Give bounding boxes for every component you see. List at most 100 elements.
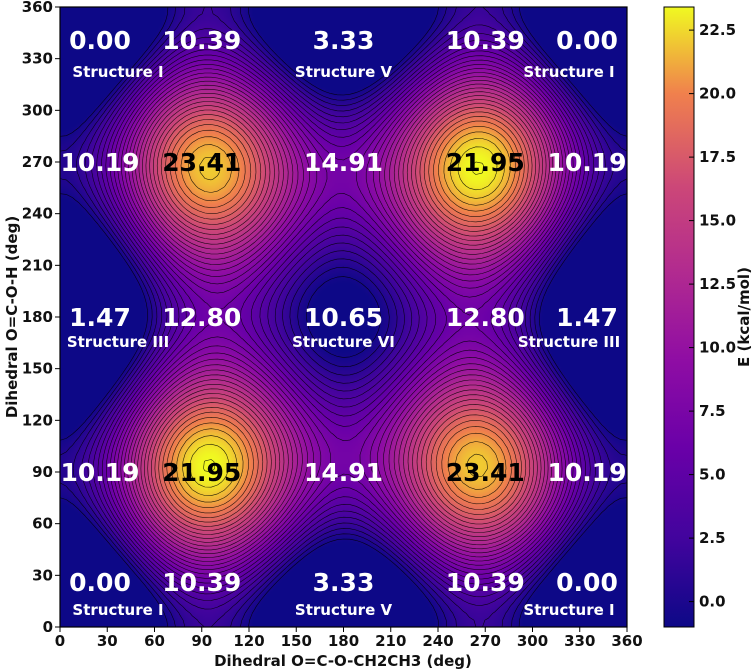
energy-value-label: 10.19 (547, 458, 626, 487)
structure-label: Structure III (67, 333, 169, 351)
colorbar-tick-label: 10.0 (699, 339, 736, 357)
y-tick-label: 90 (32, 463, 53, 481)
contour-line (60, 7, 627, 627)
x-tick-label: 180 (328, 632, 359, 650)
structure-label: Structure I (72, 63, 163, 81)
y-tick-label: 0 (43, 618, 53, 636)
x-tick-label: 90 (191, 632, 212, 650)
y-tick-label: 180 (22, 308, 53, 326)
energy-value-label: 0.00 (556, 568, 618, 597)
contour-line (162, 116, 525, 518)
y-tick-label: 360 (22, 0, 53, 16)
energy-value-label: 12.80 (162, 303, 241, 332)
y-axis-label: Dihedral O=C-O-H (deg) (3, 216, 21, 418)
colorbar-tick-label: 2.5 (699, 529, 726, 547)
x-axis-label: Dihedral O=C-O-CH2CH3 (deg) (214, 652, 472, 670)
colorbar (663, 6, 695, 628)
colorbar-label: E (kcal/mol) (735, 267, 753, 367)
x-tick-label: 30 (97, 632, 118, 650)
x-tick-label: 270 (470, 632, 501, 650)
x-tick-label: 120 (233, 632, 264, 650)
contour-line (154, 107, 533, 527)
energy-value-label: 21.95 (162, 458, 241, 487)
contour-line (130, 80, 557, 554)
contour-line (72, 7, 615, 627)
y-tick-label: 300 (22, 101, 53, 119)
colorbar-tick-label: 22.5 (699, 21, 736, 39)
point-labels: 0.00 10.39 3.33 10.39 0.00 10.19 23.41 14.91 21.… (60, 26, 626, 619)
x-tick-label: 60 (144, 632, 165, 650)
energy-value-label: 0.00 (69, 568, 131, 597)
colorbar-tick-label: 12.5 (699, 275, 736, 293)
colorbar-tick-label: 15.0 (699, 212, 736, 230)
structure-label: Structure V (295, 63, 393, 81)
contour-line (133, 83, 554, 551)
contour-line (87, 24, 600, 610)
contour-line (166, 120, 521, 514)
y-tick-label: 60 (32, 515, 53, 533)
energy-value-label: 10.19 (60, 148, 139, 177)
contour-line (81, 7, 606, 627)
x-tick-label: 210 (375, 632, 406, 650)
colorbar-tick-label: 0.0 (699, 593, 726, 611)
contour-line (140, 91, 547, 543)
y-tick-label: 240 (22, 205, 53, 223)
contour-line (97, 39, 590, 595)
y-tick-label: 270 (22, 153, 53, 171)
y-tick-label: 330 (22, 50, 53, 68)
energy-value-label: 1.47 (556, 303, 618, 332)
contour-line (176, 131, 511, 503)
energy-value-label: 3.33 (313, 26, 375, 55)
structure-label: Structure I (523, 601, 614, 619)
colorbar-tick-label: 17.5 (699, 148, 736, 166)
contour-line (60, 7, 627, 627)
energy-value-label: 10.39 (162, 568, 241, 597)
contour-line (106, 50, 581, 584)
colorbar-tick-label: 20.0 (699, 85, 736, 103)
energy-value-label: 10.39 (162, 26, 241, 55)
energy-value-label: 12.80 (446, 303, 525, 332)
energy-value-label: 10.39 (446, 26, 525, 55)
energy-value-label: 23.41 (162, 148, 241, 177)
energy-value-label: 10.65 (304, 303, 383, 332)
contour-line (182, 138, 505, 496)
y-axis: 0 30 60 90 120 150 180 210 240 270 300 330 360 (22, 0, 60, 636)
colorbar-tick-label: 5.0 (699, 466, 726, 484)
energy-value-label: 14.91 (304, 148, 383, 177)
energy-value-label: 10.19 (547, 148, 626, 177)
contour-line (189, 146, 498, 488)
energy-value-label: 3.33 (313, 568, 375, 597)
structure-label: Structure I (523, 63, 614, 81)
contour-line (158, 111, 529, 523)
x-tick-label: 240 (422, 632, 453, 650)
structure-label: Structure III (518, 333, 620, 351)
contour-line (113, 59, 574, 575)
contour-lines (60, 7, 627, 627)
contour-line (137, 87, 550, 547)
energy-value-label: 23.41 (446, 458, 525, 487)
x-tick-label: 330 (564, 632, 595, 650)
y-tick-label: 210 (22, 256, 53, 274)
contour-line (127, 76, 560, 558)
energy-value-label: 14.91 (304, 458, 383, 487)
structure-label: Structure V (295, 601, 393, 619)
structure-label: Structure I (72, 601, 163, 619)
x-tick-label: 150 (281, 632, 312, 650)
y-tick-label: 150 (22, 360, 53, 378)
contour-line (203, 161, 484, 473)
contour-line (144, 95, 543, 539)
contour-line (151, 103, 536, 531)
energy-value-label: 0.00 (69, 26, 131, 55)
x-tick-label: 300 (517, 632, 548, 650)
contour-line (120, 68, 567, 566)
contour-line (147, 99, 540, 535)
energy-value-label: 10.19 (60, 458, 139, 487)
energy-heatmap (60, 7, 627, 627)
y-tick-label: 30 (32, 566, 53, 584)
contour-line (109, 55, 578, 579)
x-tick-label: 360 (611, 632, 642, 650)
contour-line (92, 33, 595, 601)
contour-line (171, 126, 516, 508)
contour-line (123, 72, 564, 562)
